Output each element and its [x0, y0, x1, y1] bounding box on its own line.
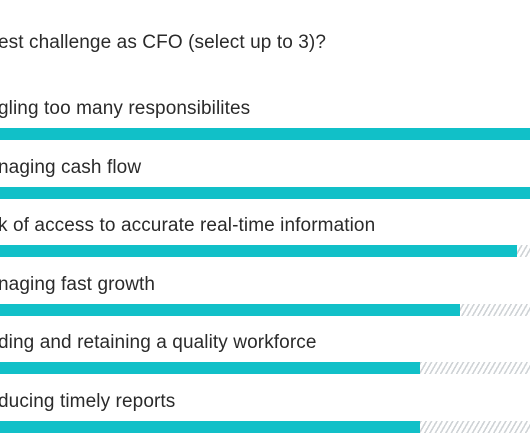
answer-label: naging fast growth — [0, 273, 156, 295]
bar-fill — [0, 362, 420, 374]
answer-row: gling too many responsibilites — [0, 98, 530, 148]
answer-row: ducing timely reports — [0, 391, 530, 441]
answer-row: k of access to accurate real-time inform… — [0, 215, 530, 265]
answer-label: ducing timely reports — [0, 390, 176, 412]
answer-row: naging fast growth — [0, 274, 530, 324]
bar-track — [0, 245, 530, 257]
bar-track — [0, 303, 530, 316]
question-title: est challenge as CFO (select up to 3)? — [0, 32, 327, 53]
bar-track — [0, 362, 530, 374]
answer-label: gling too many responsibilites — [0, 98, 251, 119]
bar-fill — [0, 186, 530, 199]
answer-label: k of access to accurate real-time inform… — [0, 215, 376, 236]
bar-fill — [0, 303, 460, 316]
answer-row: ding and retaining a quality workforce — [0, 332, 530, 382]
bar-fill — [0, 128, 530, 140]
bar-track — [0, 186, 530, 199]
answer-label: ding and retaining a quality workforce — [0, 332, 317, 353]
answer-row: naging cash flow — [0, 157, 530, 207]
answer-label: naging cash flow — [0, 156, 142, 178]
bar-track — [0, 420, 530, 433]
bar-track — [0, 128, 530, 140]
bar-fill — [0, 420, 420, 433]
bar-fill — [0, 245, 517, 257]
